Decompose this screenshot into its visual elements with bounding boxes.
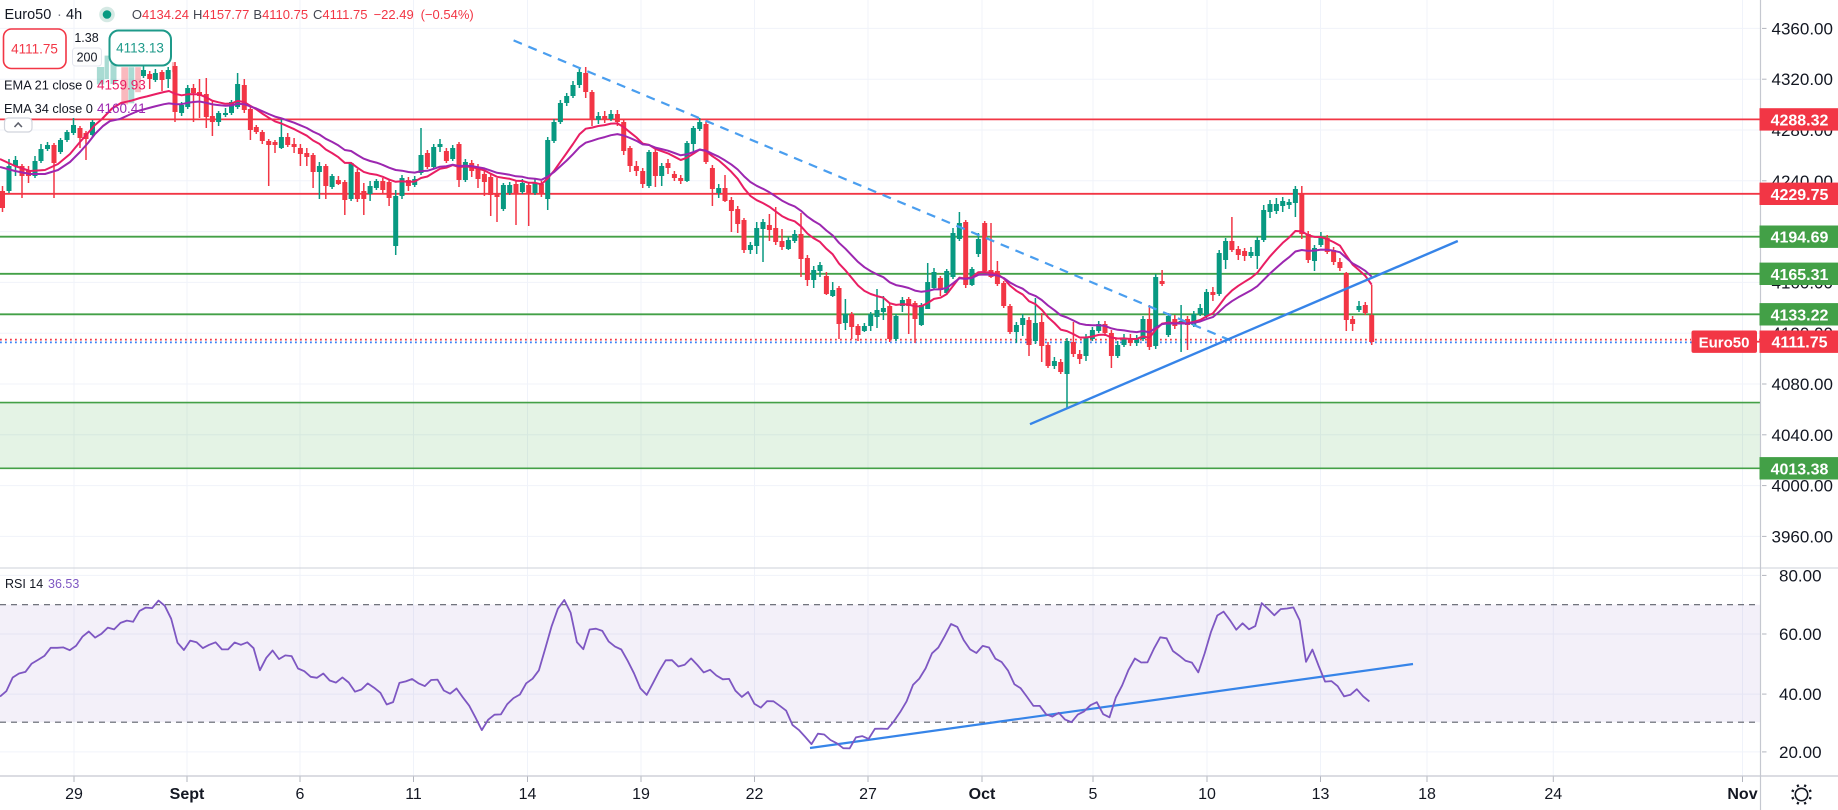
svg-text:4320.00: 4320.00 (1772, 70, 1833, 89)
svg-text:14: 14 (519, 786, 537, 803)
svg-text:Euro50: Euro50 (1699, 335, 1750, 352)
svg-text:4113.13: 4113.13 (116, 41, 164, 56)
svg-text:4159.93: 4159.93 (97, 78, 146, 93)
svg-text:40.00: 40.00 (1779, 685, 1822, 704)
svg-text:4160.41: 4160.41 (97, 101, 146, 116)
svg-text:3960.00: 3960.00 (1772, 527, 1833, 546)
svg-text:H4157.77: H4157.77 (193, 7, 249, 22)
svg-text:4040.00: 4040.00 (1772, 426, 1833, 445)
svg-text:13: 13 (1312, 786, 1330, 803)
svg-text:4h: 4h (66, 7, 82, 23)
svg-text:Euro50: Euro50 (5, 7, 52, 23)
svg-text:B4110.75: B4110.75 (253, 7, 308, 22)
svg-text:29: 29 (65, 786, 83, 803)
svg-text:−22.49: −22.49 (374, 7, 414, 22)
svg-text:4229.75: 4229.75 (1771, 187, 1829, 204)
svg-text:60.00: 60.00 (1779, 625, 1822, 644)
svg-text:200: 200 (77, 51, 98, 65)
svg-text:4360.00: 4360.00 (1772, 19, 1833, 38)
svg-text:·: · (57, 7, 62, 23)
svg-text:EMA 21 close 0: EMA 21 close 0 (4, 78, 93, 93)
svg-text:(−0.54%): (−0.54%) (421, 7, 474, 22)
svg-text:4194.69: 4194.69 (1771, 230, 1829, 247)
svg-text:EMA 34 close 0: EMA 34 close 0 (4, 101, 93, 116)
svg-text:RSI 14: RSI 14 (5, 577, 43, 591)
svg-text:C4111.75: C4111.75 (313, 7, 367, 22)
svg-text:6: 6 (296, 786, 305, 803)
svg-text:27: 27 (859, 786, 877, 803)
svg-text:Sept: Sept (170, 786, 205, 803)
svg-text:24: 24 (1544, 786, 1562, 803)
svg-text:36.53: 36.53 (48, 577, 79, 591)
svg-text:4111.75: 4111.75 (1771, 335, 1827, 352)
svg-text:10: 10 (1198, 786, 1216, 803)
svg-text:O4134.24: O4134.24 (132, 7, 189, 22)
svg-text:20.00: 20.00 (1779, 743, 1822, 762)
svg-text:Oct: Oct (969, 786, 996, 803)
svg-text:4080.00: 4080.00 (1772, 375, 1833, 394)
svg-text:5: 5 (1089, 786, 1098, 803)
svg-text:4133.22: 4133.22 (1771, 307, 1829, 324)
svg-text:22: 22 (746, 786, 764, 803)
svg-text:18: 18 (1418, 786, 1436, 803)
svg-text:4013.38: 4013.38 (1771, 461, 1829, 478)
svg-text:4288.32: 4288.32 (1771, 112, 1829, 129)
svg-text:19: 19 (632, 786, 650, 803)
svg-text:4000.00: 4000.00 (1772, 477, 1833, 496)
svg-text:11: 11 (405, 786, 422, 803)
svg-text:Nov: Nov (1727, 786, 1757, 803)
svg-text:4111.75: 4111.75 (11, 42, 58, 57)
svg-text:1.38: 1.38 (74, 31, 98, 45)
svg-text:4165.31: 4165.31 (1771, 267, 1829, 284)
svg-text:80.00: 80.00 (1779, 566, 1822, 585)
